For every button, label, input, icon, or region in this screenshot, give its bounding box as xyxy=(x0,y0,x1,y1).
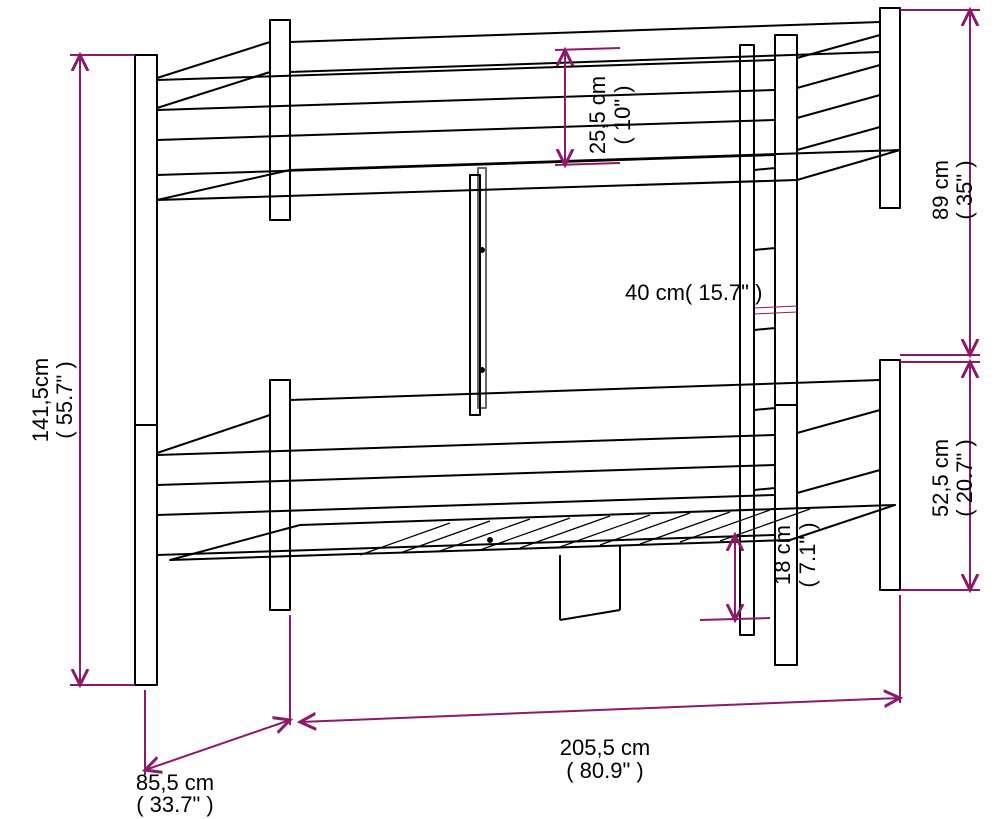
bunk-bed-dimension-drawing: 141,5cm ( 55.7" ) 25,5 cm ( 10" ) 40 cm(… xyxy=(0,0,1003,819)
label-length-in: ( 80.9" ) xyxy=(566,758,644,783)
label-length-cm: 205,5 cm xyxy=(560,735,651,760)
label-89-cm: 89 cm xyxy=(928,160,953,220)
label-52-cm: 52,5 cm xyxy=(928,439,953,517)
label-52-in: ( 20.7" ) xyxy=(952,439,977,517)
label-18-in: ( 7.1" ) xyxy=(795,522,820,587)
label-18-cm: 18 cm xyxy=(770,525,795,585)
dimension-labels: 141,5cm ( 55.7" ) 25,5 cm ( 10" ) 40 cm(… xyxy=(28,76,977,817)
label-width-in: ( 33.7" ) xyxy=(136,792,214,817)
dim-width xyxy=(145,615,290,775)
label-height-in: ( 55.7" ) xyxy=(52,361,77,439)
label-rail-in: ( 10" ) xyxy=(610,85,635,144)
label-rail-cm: 25,5 cm xyxy=(585,76,610,154)
dim-slat-clearance xyxy=(700,535,770,620)
label-height-cm: 141,5cm xyxy=(28,358,53,442)
label-89-in: ( 35" ) xyxy=(952,160,977,219)
dim-height-total xyxy=(70,55,135,685)
label-gap-cm: 40 cm( 15.7" ) xyxy=(625,280,762,305)
